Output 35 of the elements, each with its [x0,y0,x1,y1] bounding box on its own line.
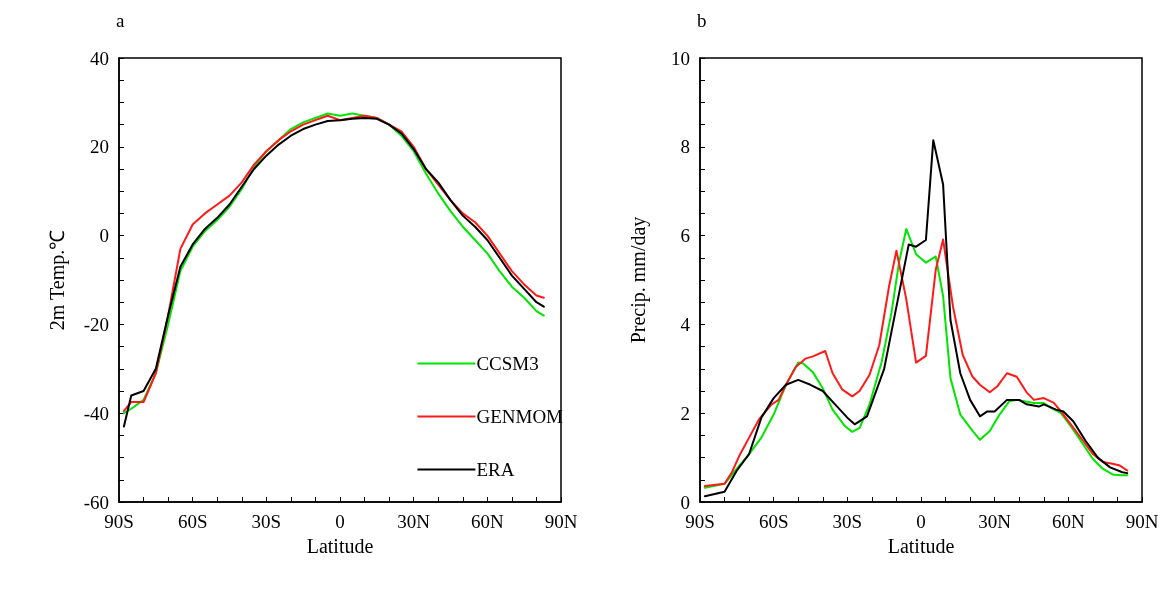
x-tick-label: 60N [1051,511,1085,532]
x-tick-label: 30N [978,511,1012,532]
x-tick-label: 30S [832,511,863,532]
y-tick-label: 10 [671,47,690,69]
x-axis-title: Latitude [887,535,955,557]
y-tick-label: 2 [680,402,690,424]
y-tick-label: 8 [680,136,690,158]
y-tick-label: 40 [90,47,109,69]
x-tick-label: 0 [916,511,926,532]
y-tick-label: -40 [83,402,109,424]
y-tick-label: 0 [99,225,109,247]
x-tick-label: 90S [685,511,715,532]
y-axis-title: 2m Temp.℃ [46,229,69,331]
chart-title: a [116,10,125,31]
y-tick-label: -20 [83,313,109,335]
x-axis-title: Latitude [306,535,374,557]
x-tick-label: 30N [397,511,431,532]
y-tick-label: 20 [90,136,109,158]
y-tick-label: 0 [680,491,690,513]
x-tick-label: 90S [104,511,134,532]
chart-title: b [697,10,707,31]
x-tick-label: 60S [177,511,208,532]
y-tick-label: 6 [680,225,690,247]
x-tick-label: 0 [335,511,345,532]
x-tick-label: 90N [1125,511,1159,532]
x-tick-label: 90N [544,511,578,532]
legend-label: ERA [476,459,515,480]
y-tick-label: 4 [680,313,691,335]
x-tick-label: 60N [470,511,504,532]
x-tick-label: 60S [758,511,789,532]
x-tick-label: 30S [251,511,282,532]
y-tick-label: -60 [83,491,109,513]
line-series [703,139,1129,498]
y-axis-title: Precip. mm/day [627,216,650,344]
legend-label: CCSM3 [476,353,539,374]
